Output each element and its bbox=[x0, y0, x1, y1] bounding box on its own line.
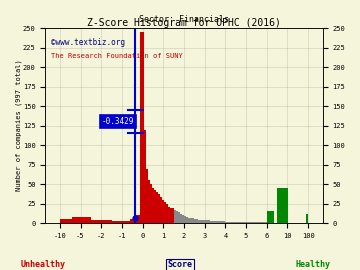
Y-axis label: Number of companies (997 total): Number of companies (997 total) bbox=[15, 60, 22, 191]
Bar bbox=[246, 221, 267, 223]
Bar bbox=[160, 197, 162, 223]
Text: Unhealthy: Unhealthy bbox=[21, 260, 66, 269]
Bar bbox=[225, 221, 230, 223]
Text: -0.3429: -0.3429 bbox=[102, 117, 134, 126]
Bar bbox=[190, 218, 192, 223]
Bar bbox=[178, 212, 180, 223]
Bar bbox=[162, 200, 164, 223]
Bar bbox=[144, 130, 146, 223]
Bar bbox=[188, 218, 190, 223]
Bar bbox=[204, 220, 210, 223]
Bar bbox=[192, 218, 194, 223]
Text: Sector: Financials: Sector: Financials bbox=[139, 15, 229, 24]
Bar bbox=[198, 220, 202, 223]
Text: ©www.textbiz.org: ©www.textbiz.org bbox=[51, 38, 125, 47]
Bar bbox=[150, 184, 152, 223]
Bar bbox=[306, 214, 308, 223]
Bar bbox=[140, 32, 144, 223]
Bar bbox=[60, 219, 72, 223]
Bar bbox=[168, 207, 171, 223]
Bar bbox=[277, 188, 288, 223]
Bar bbox=[171, 208, 174, 223]
Bar bbox=[156, 192, 158, 223]
Bar bbox=[135, 215, 140, 223]
Bar bbox=[164, 202, 166, 223]
Bar bbox=[176, 211, 178, 223]
Bar bbox=[202, 220, 204, 223]
Bar bbox=[166, 204, 168, 223]
Bar bbox=[180, 214, 182, 223]
Bar bbox=[186, 217, 188, 223]
Title: Z-Score Histogram for OPHC (2016): Z-Score Histogram for OPHC (2016) bbox=[87, 18, 281, 28]
Bar bbox=[72, 217, 91, 223]
Bar bbox=[152, 188, 154, 223]
Bar bbox=[215, 221, 220, 223]
Bar bbox=[174, 210, 176, 223]
Bar bbox=[154, 190, 156, 223]
Bar bbox=[220, 221, 225, 223]
Bar bbox=[230, 221, 236, 223]
Bar bbox=[112, 221, 125, 223]
Bar bbox=[210, 221, 215, 223]
Text: The Research Foundation of SUNY: The Research Foundation of SUNY bbox=[51, 53, 183, 59]
Bar bbox=[196, 219, 198, 223]
Bar bbox=[182, 215, 184, 223]
Bar bbox=[146, 168, 148, 223]
Bar bbox=[267, 211, 274, 223]
Bar bbox=[125, 221, 130, 223]
Bar bbox=[236, 221, 246, 223]
Bar bbox=[91, 220, 112, 223]
Bar bbox=[194, 219, 196, 223]
Bar bbox=[130, 219, 135, 223]
Bar bbox=[148, 180, 150, 223]
Text: Healthy: Healthy bbox=[296, 260, 331, 269]
Text: Score: Score bbox=[167, 260, 193, 269]
Bar bbox=[158, 194, 160, 223]
Bar bbox=[184, 216, 186, 223]
